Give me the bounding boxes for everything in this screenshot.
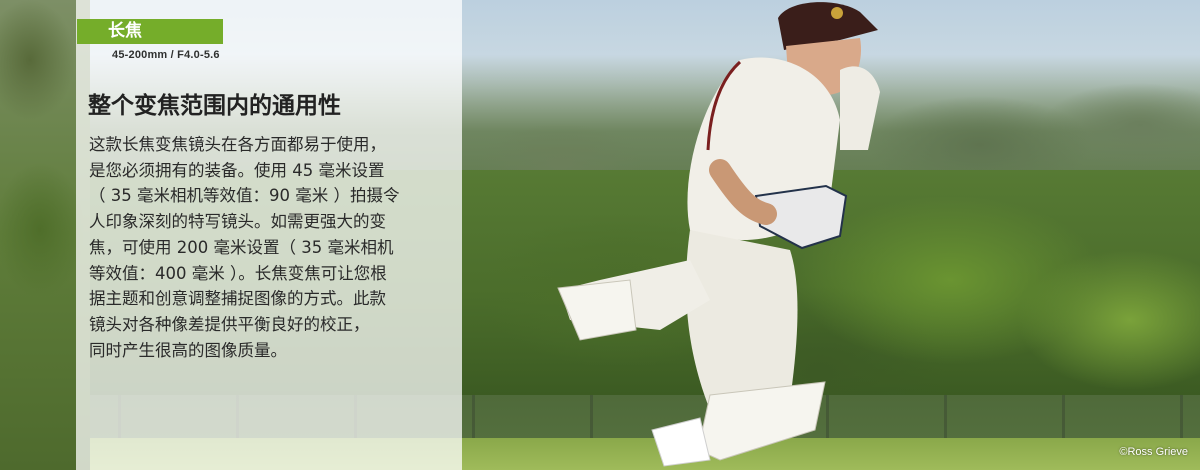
description-line: 是您必须拥有的装备。使用 45 毫米设置 bbox=[89, 160, 385, 180]
front-pad bbox=[697, 381, 826, 461]
description-line: 这款长焦变焦镜头在各方面都易于使用， bbox=[89, 135, 386, 154]
lens-spec-label: 45-200mm / F4.0-5.6 bbox=[112, 49, 220, 61]
description-line: 据主题和创意调整捕捉图像的方式。此款 bbox=[89, 289, 386, 309]
shirt-trim bbox=[706, 60, 742, 151]
description-line: （ 35 毫米相机等效值：90 毫米 ）拍摄令 bbox=[89, 186, 400, 206]
left-foliage bbox=[0, 0, 90, 470]
section-heading: 整个变焦范围内的通用性 bbox=[88, 93, 341, 119]
glove-shape bbox=[754, 184, 848, 250]
description-text: 这款长焦变焦镜头在各方面都易于使用， 是您必须拥有的装备。使用 45 毫米设置 … bbox=[89, 132, 455, 363]
description-line: 等效值：400 毫米 ）。长焦变焦可让您根 bbox=[89, 263, 387, 283]
description-line: 焦，可使用 200 毫米设置（ 35 毫米相机 bbox=[89, 237, 394, 257]
cricketer-figure bbox=[557, 2, 880, 467]
photo-credit: ©Ross Grieve bbox=[1119, 446, 1188, 458]
front-leg bbox=[686, 230, 798, 410]
description-line: 镜头对各种像差提供平衡良好的校正， bbox=[89, 314, 370, 334]
back-pad bbox=[557, 279, 637, 341]
description-line: 同时产生很高的图像质量。 bbox=[89, 340, 287, 360]
cap-badge bbox=[831, 7, 843, 19]
cap-shape bbox=[778, 2, 878, 50]
shoe-shape bbox=[651, 417, 711, 467]
description-line: 人印象深刻的特写镜头。如需更强大的变 bbox=[89, 212, 386, 232]
category-badge: 长焦 bbox=[77, 19, 223, 44]
bent-arm bbox=[709, 159, 777, 225]
text-overlay-panel bbox=[76, 0, 462, 470]
raised-arm bbox=[840, 66, 880, 150]
